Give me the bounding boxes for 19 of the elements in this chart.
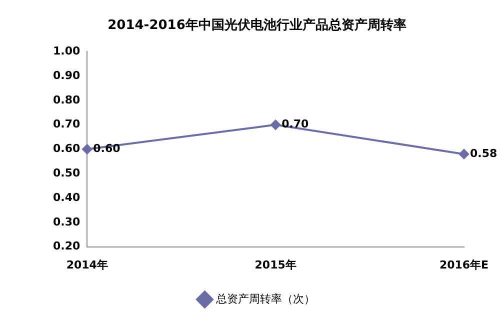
legend-label: 总资产周转率（次） <box>214 292 315 306</box>
data-label: 0.58 <box>470 146 498 160</box>
y-tick-label: 0.50 <box>53 166 80 180</box>
x-tick-label: 2015年 <box>254 258 296 272</box>
point <box>270 120 281 130</box>
y-tick-label: 0.90 <box>53 68 80 82</box>
y-tick-label: 0.80 <box>53 93 80 106</box>
x-tick-label: 2014年 <box>66 258 108 272</box>
point <box>82 144 92 154</box>
y-tick-label: 0.40 <box>53 190 80 204</box>
x-tick-label: 2016年E <box>439 258 489 272</box>
y-tick-label: 0.60 <box>53 142 80 156</box>
y-tick-label: 0.20 <box>53 240 80 253</box>
y-tick-label: 1.00 <box>53 44 80 58</box>
y-tick-label: 0.70 <box>53 118 80 131</box>
y-tick-label: 0.30 <box>53 215 80 228</box>
data-label: 0.70 <box>282 118 310 131</box>
chart-title: 2014-2016年中国光伏电池行业产品总资产周转率 <box>108 17 406 34</box>
point <box>459 149 469 160</box>
